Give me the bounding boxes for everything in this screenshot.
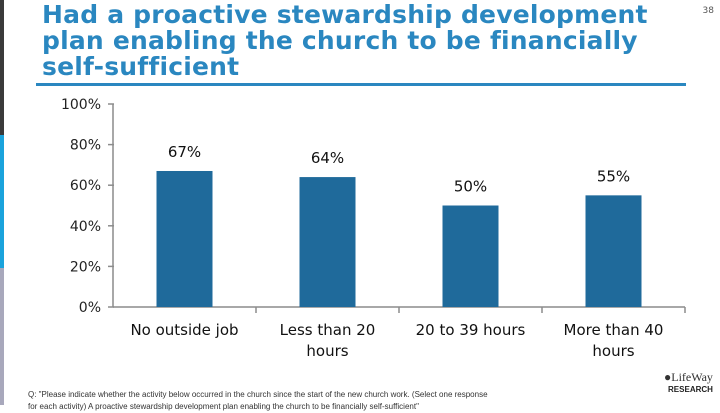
logo-globe-icon: ● xyxy=(664,370,672,384)
footnote-line-2: for each activity) A proactive stewardsh… xyxy=(28,402,419,411)
title-underline xyxy=(36,83,686,86)
logo-subtext: RESEARCH xyxy=(668,385,713,394)
lifeway-research-logo: ●LifeWay RESEARCH xyxy=(664,370,713,394)
y-tick-label: 100% xyxy=(61,97,101,113)
data-label: 55% xyxy=(597,167,630,185)
data-label: 64% xyxy=(311,149,344,167)
accent-stripe-top xyxy=(0,0,4,135)
bar xyxy=(299,177,356,307)
y-tick-label: 0% xyxy=(79,300,101,316)
bar xyxy=(442,205,499,307)
logo-text: LifeWay xyxy=(671,370,713,384)
data-label: 50% xyxy=(454,178,487,196)
category-label: No outside job xyxy=(130,321,238,339)
category-label: More than 40 xyxy=(564,321,664,339)
category-label: 20 to 39 hours xyxy=(416,321,526,339)
y-tick-label: 80% xyxy=(70,138,101,154)
page-number: 38 xyxy=(702,6,714,16)
question-footnote: Q: "Please indicate whether the activity… xyxy=(28,389,588,413)
accent-stripe-middle xyxy=(0,135,4,268)
category-label: Less than 20 xyxy=(280,321,376,339)
category-label: hours xyxy=(592,342,634,360)
y-tick-label: 60% xyxy=(70,178,101,194)
slide-title: Had a proactive stewardship development … xyxy=(42,0,648,81)
y-tick-label: 40% xyxy=(70,219,101,235)
y-tick-label: 20% xyxy=(70,259,101,275)
accent-stripe-bottom xyxy=(0,268,4,405)
bar xyxy=(156,170,213,307)
footnote-line-1: Q: "Please indicate whether the activity… xyxy=(28,390,488,399)
data-label: 67% xyxy=(168,143,201,161)
bar xyxy=(585,195,642,307)
category-label: hours xyxy=(306,342,348,360)
